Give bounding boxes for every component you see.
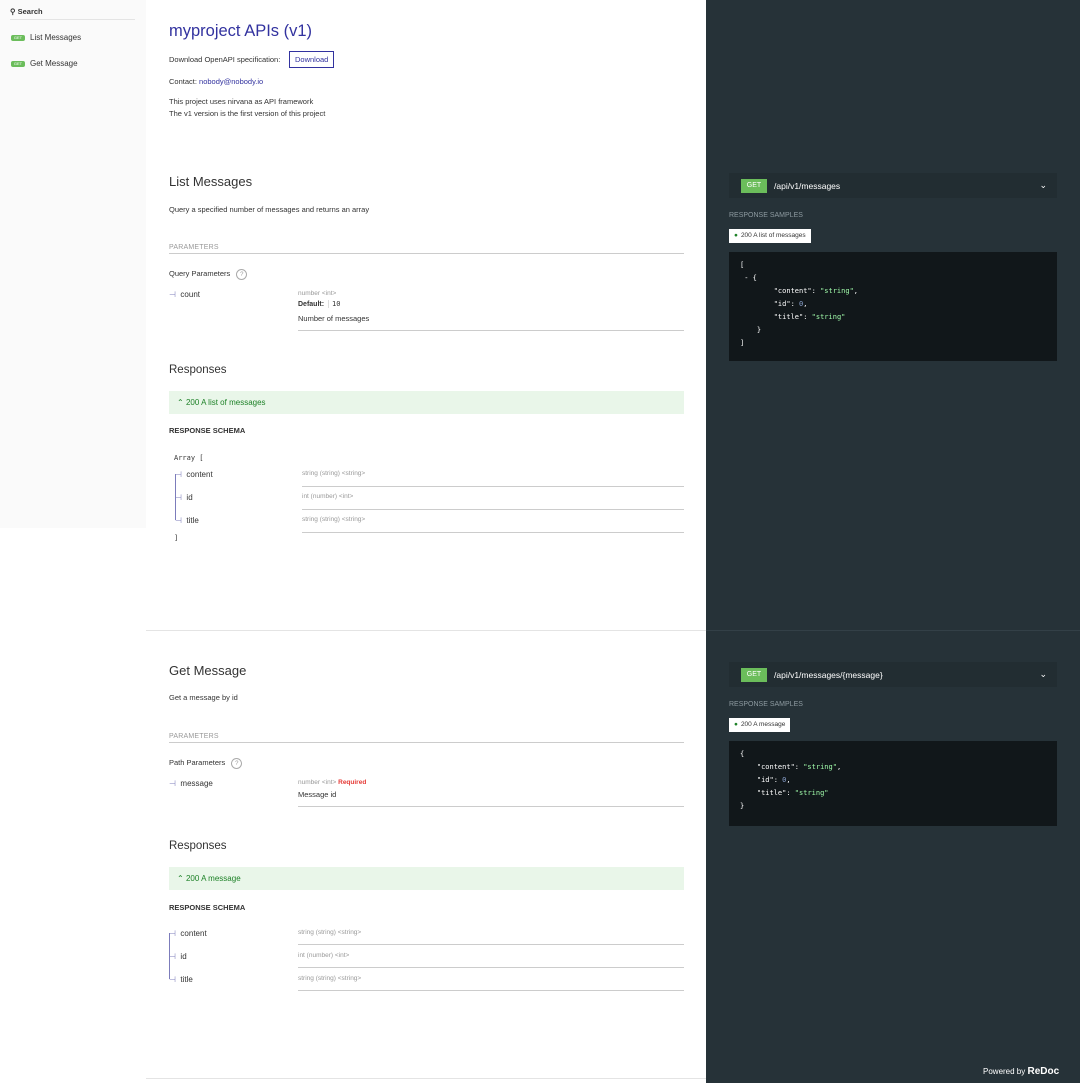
field-content: ⊣ content xyxy=(169,929,207,938)
query-parameters-label: Query Parameters? xyxy=(169,269,248,280)
sidebar-item-label: Get Message xyxy=(30,59,78,68)
field-type: int (number) <int> xyxy=(302,493,354,500)
response-sample-code: { "content": "string", "id": 0, "title":… xyxy=(729,741,1057,826)
endpoint-bar[interactable]: GET/api/v1/messages/{message} ⌄ xyxy=(729,662,1057,687)
param-message: ⊣ message xyxy=(169,779,213,788)
tree-marker-icon: ⊣ xyxy=(169,779,176,788)
get-badge: GET xyxy=(11,34,25,41)
download-text: Download OpenAPI specification: xyxy=(169,55,281,64)
field-id: ⊣ id xyxy=(175,493,193,502)
param-count: ⊣ count xyxy=(169,290,200,299)
right-panel xyxy=(706,0,1080,1083)
array-close: ] xyxy=(174,534,179,542)
description-line: This project uses nirvana as API framewo… xyxy=(169,97,314,106)
description-line: The v1 version is the first version of t… xyxy=(169,109,326,118)
chevron-up-icon: ⌃ xyxy=(177,398,184,407)
path-parameters-label: Path Parameters? xyxy=(169,758,243,769)
endpoint-path: /api/v1/messages xyxy=(774,180,841,191)
operation-description: Get a message by id xyxy=(169,693,238,702)
operation-title: List Messages xyxy=(169,174,253,189)
field-title: ⊣ title xyxy=(169,975,193,984)
responses-title: Responses xyxy=(169,364,227,376)
param-type: number <int> xyxy=(298,290,337,297)
sidebar: ⚲ Search GET List Messages GET Get Message xyxy=(0,0,146,528)
contact: Contact: nobody@nobody.io xyxy=(169,77,264,86)
response-schema-title: RESPONSE SCHEMA xyxy=(169,426,246,435)
help-icon[interactable]: ? xyxy=(236,269,248,280)
get-badge: GET xyxy=(741,667,767,682)
field-type: string (string) <string> xyxy=(298,975,362,982)
response-sample-code: [ - { "content": "string", "id": 0, "tit… xyxy=(729,252,1057,361)
sample-tab-200[interactable]: ● 200 A list of messages xyxy=(729,229,811,243)
response-schema-title: RESPONSE SCHEMA xyxy=(169,903,246,912)
responses-title: Responses xyxy=(169,840,227,852)
param-type: number <int> Required xyxy=(298,779,367,786)
field-type: string (string) <string> xyxy=(302,516,366,523)
response-200-toggle[interactable]: ⌃ 200 A list of messages xyxy=(169,391,684,414)
response-200-toggle[interactable]: ⌃ 200 A message xyxy=(169,867,684,890)
powered-by-redoc-link[interactable]: Powered by ReDoc xyxy=(983,1066,1060,1077)
sidebar-item-get-message[interactable]: GET Get Message xyxy=(11,59,78,68)
field-content: ⊣ content xyxy=(175,470,213,479)
search-box[interactable]: ⚲ Search xyxy=(10,7,43,16)
help-icon[interactable]: ? xyxy=(231,758,243,769)
chevron-up-icon: ⌃ xyxy=(177,874,184,883)
get-badge: GET xyxy=(11,60,25,67)
operation-description: Query a specified number of messages and… xyxy=(169,205,370,214)
get-badge: GET xyxy=(741,178,767,193)
response-samples-title: RESPONSE SAMPLES xyxy=(729,212,803,219)
chevron-down-icon: ⌄ xyxy=(1039,180,1047,190)
required-label: Required xyxy=(338,779,367,786)
param-default: Default: 10 xyxy=(298,300,341,308)
search-icon: ⚲ xyxy=(10,7,16,16)
field-title: ⊣ title xyxy=(175,516,199,525)
param-description: Number of messages xyxy=(298,314,370,323)
sidebar-item-label: List Messages xyxy=(30,33,82,42)
field-type: int (number) <int> xyxy=(298,952,350,959)
tree-marker-icon: ⊣ xyxy=(169,290,176,299)
field-type: string (string) <string> xyxy=(302,470,366,477)
array-open: Array [ xyxy=(174,454,204,462)
parameters-header: PARAMETERS xyxy=(169,244,219,251)
param-description: Message id xyxy=(298,790,337,799)
operation-title: Get Message xyxy=(169,663,247,678)
download-button[interactable]: Download xyxy=(289,51,335,68)
endpoint-path: /api/v1/messages/{message} xyxy=(774,669,883,680)
sidebar-item-list-messages[interactable]: GET List Messages xyxy=(11,33,81,42)
chevron-down-icon: ⌄ xyxy=(1039,669,1047,679)
api-title: myproject APIs (v1) xyxy=(169,22,313,40)
response-samples-title: RESPONSE SAMPLES xyxy=(729,701,803,708)
field-type: string (string) <string> xyxy=(298,929,362,936)
endpoint-bar[interactable]: GET/api/v1/messages ⌄ xyxy=(729,173,1057,198)
contact-email-link[interactable]: nobody@nobody.io xyxy=(199,77,264,86)
sample-tab-200[interactable]: ● 200 A message xyxy=(729,718,791,732)
parameters-header: PARAMETERS xyxy=(169,733,219,740)
field-id: ⊣ id xyxy=(169,952,187,961)
search-input: Search xyxy=(17,7,43,16)
